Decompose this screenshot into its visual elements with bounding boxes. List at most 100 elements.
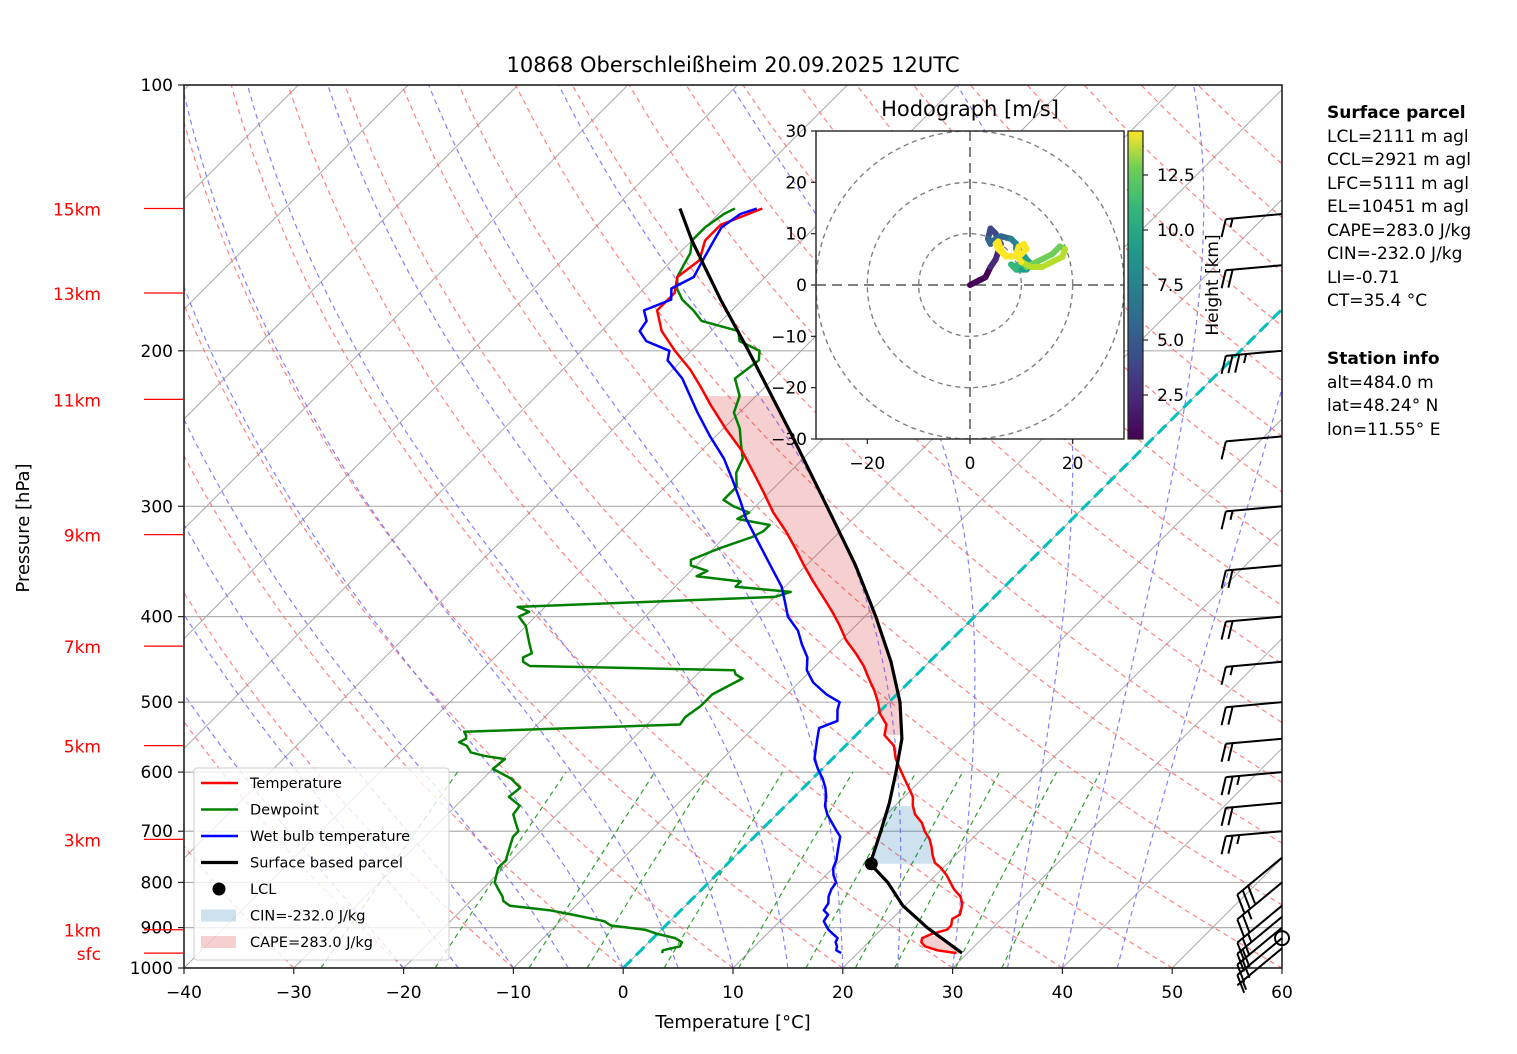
moist-adiabat (1061, 85, 1205, 968)
barb-shaft (1225, 349, 1283, 357)
x-tick-label: 50 (1161, 983, 1183, 1003)
mixing-ratio-line (434, 771, 567, 968)
isotherm-line (184, 85, 629, 530)
barb-flag (1236, 964, 1246, 983)
wind-barb (1236, 916, 1283, 972)
hodograph-y-tick-label: 10 (785, 225, 807, 245)
wind-barb (1220, 264, 1283, 289)
hodograph-y-tick-label: −20 (771, 379, 807, 399)
dry-adiabat (401, 85, 1282, 968)
barb-shaft (1225, 801, 1283, 809)
hodograph-x-tick-label: −20 (849, 454, 885, 474)
y-tick-label: 800 (141, 873, 173, 893)
legend-label: CAPE=283.0 J/kg (250, 935, 373, 951)
height-label: 7km (64, 638, 101, 658)
barb-flag (1241, 914, 1251, 933)
moist-adiabat (246, 85, 734, 968)
surface-parcel-panel: Surface parcel LCL=2111 m agl CCL=2921 m… (1327, 102, 1471, 314)
legend-item: Surface based parcel (201, 856, 403, 872)
dry-adiabat (230, 85, 953, 968)
barb-flag (1227, 620, 1234, 640)
hodograph: Hodograph [m/s] −20 0 20 30 20 10 0 −10 −20 −30 1… (771, 97, 1223, 474)
barb-flag (1220, 621, 1227, 640)
barb-flag (1227, 269, 1234, 288)
calm-circle (1274, 930, 1290, 947)
isotherm-line (842, 528, 1282, 968)
hodograph-y-tick-label: −10 (771, 327, 807, 347)
barb-flag (1227, 742, 1234, 762)
y-tick-label: 500 (141, 693, 173, 713)
station-info-panel: Station info alt=484.0 m lat=48.24° N lo… (1327, 348, 1440, 442)
moist-adiabat (184, 90, 679, 968)
moist-adiabat (956, 85, 1074, 968)
legend-label: Temperature (249, 776, 342, 792)
mixing-ratio-line (894, 771, 1001, 968)
wet-bulb-profile (638, 207, 842, 955)
x-tick-label: 40 (1052, 983, 1074, 1003)
colorbar-tick-label: 7.5 (1157, 276, 1184, 296)
barb-half-flag (1243, 353, 1248, 364)
wind-barb (1220, 830, 1283, 855)
wind-barb (1220, 701, 1283, 726)
x-tick-label: −10 (495, 983, 531, 1003)
height-label: 15km (53, 201, 101, 221)
barb-shaft (1225, 435, 1283, 443)
hodograph-y-tick-label: 30 (785, 122, 807, 142)
barb-shaft (1236, 856, 1283, 896)
station-altitude: alt=484.0 m (1327, 372, 1434, 393)
legend-item: Temperature (201, 776, 342, 792)
temperature-profile (655, 207, 964, 955)
legend-label: Dewpoint (250, 803, 319, 819)
height-label: 13km (53, 285, 101, 305)
x-tick-label: 0 (618, 983, 629, 1003)
station-longitude: lon=11.55° E (1327, 419, 1441, 440)
legend-item: Wet bulb temperature (201, 829, 410, 845)
height-label: sfc (77, 945, 101, 965)
wind-barb (1274, 930, 1290, 947)
moist-adiabat (428, 85, 844, 968)
ccl-value: CCL=2921 m agl (1327, 150, 1472, 170)
isotherm-line (732, 418, 1282, 968)
mixing-ratio-line (528, 771, 656, 968)
li-value: LI=-0.71 (1327, 267, 1400, 288)
barb-half-flag (1236, 834, 1241, 845)
profile-lines (457, 207, 964, 955)
colorbar-label: Height [km] (1203, 234, 1223, 335)
x-axis-label: Temperature [°C] (654, 1012, 810, 1033)
height-label: 3km (64, 831, 101, 851)
y-tick-label: 200 (141, 342, 173, 362)
barb-shaft (1225, 564, 1283, 572)
hodograph-segment (997, 246, 1009, 260)
wind-barb (1236, 856, 1283, 913)
wind-barb (1220, 213, 1283, 238)
dry-adiabat (184, 720, 405, 968)
barb-half-flag (1229, 510, 1234, 520)
wind-barb (1220, 349, 1283, 375)
station-latitude: lat=48.24° N (1327, 396, 1439, 416)
barb-flag (1247, 885, 1256, 904)
surface-parcel-heading: Surface parcel (1327, 103, 1466, 123)
x-tick-label: 60 (1271, 983, 1293, 1003)
barb-half-flag (1236, 775, 1241, 786)
legend-label: LCL (250, 882, 276, 898)
moist-adiabat (184, 418, 569, 968)
barb-flag (1220, 441, 1227, 460)
x-tick-label: −20 (386, 983, 422, 1003)
isotherm-line (184, 85, 409, 310)
barb-flag (1220, 666, 1227, 686)
dry-adiabat (287, 85, 1063, 968)
barb-shaft (1236, 881, 1283, 921)
legend-label: CIN=-232.0 J/kg (250, 909, 366, 925)
moist-adiabat (327, 85, 789, 968)
barb-flag (1241, 937, 1251, 957)
wind-barb (1220, 505, 1283, 530)
lcl-marker (864, 857, 878, 871)
wind-barb (1236, 881, 1283, 938)
barb-flag (1220, 355, 1227, 375)
legend-item: CIN=-232.0 J/kg (201, 909, 366, 925)
wind-barb (1220, 564, 1283, 589)
colorbar-tick-label: 5.0 (1157, 331, 1184, 351)
y-tick-label: 900 (141, 919, 173, 939)
dry-adiabat (184, 454, 624, 968)
station-info-heading: Station info (1327, 349, 1440, 369)
